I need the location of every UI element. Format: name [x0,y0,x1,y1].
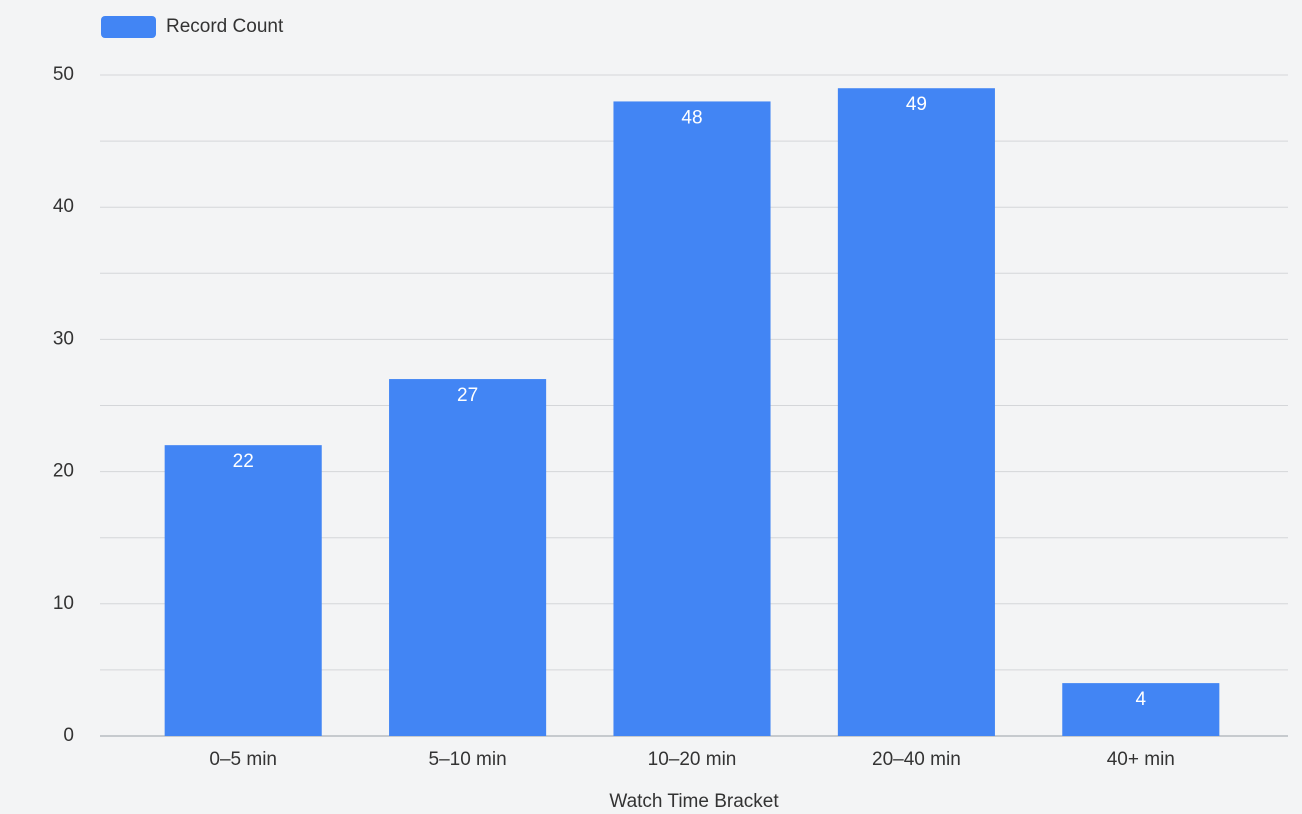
value-label: 49 [906,94,927,115]
x-tick-label: 20–40 min [872,749,961,770]
x-tick-label: 10–20 min [648,749,737,770]
y-tick-label: 0 [63,725,74,746]
x-axis-title: Watch Time Bracket [609,791,779,812]
y-tick-label: 30 [53,328,74,349]
value-label: 27 [457,385,478,406]
legend-label[interactable]: Record Count [166,16,284,37]
x-tick-label: 0–5 min [209,749,277,770]
bar[interactable] [164,445,322,736]
value-label: 22 [233,451,254,472]
y-tick-label: 10 [53,593,74,614]
y-tick-label: 40 [53,196,74,217]
bar[interactable] [837,88,995,737]
bar[interactable] [389,379,547,736]
bar[interactable] [613,101,771,736]
bar[interactable] [1062,683,1220,736]
y-tick-label: 20 [53,461,74,482]
legend-swatch[interactable] [101,16,156,38]
x-tick-label: 40+ min [1107,749,1175,770]
x-tick-label: 5–10 min [429,749,507,770]
value-label: 48 [681,107,702,128]
y-tick-label: 50 [53,64,74,85]
value-label: 4 [1136,689,1147,710]
